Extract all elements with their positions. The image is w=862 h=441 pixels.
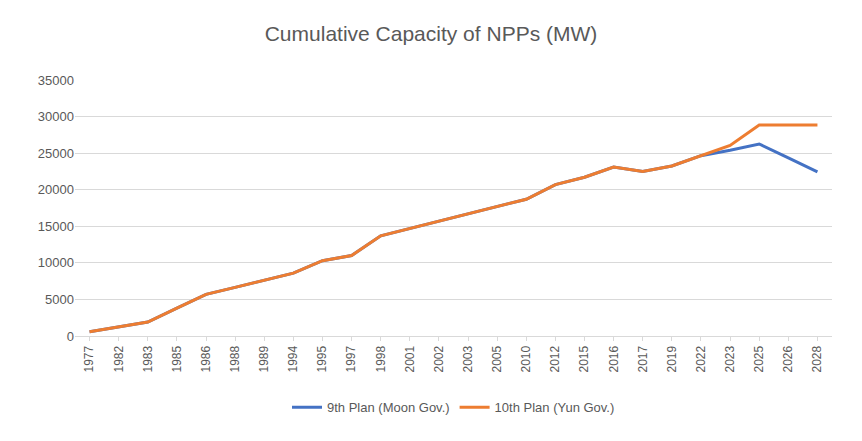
svg-text:1997: 1997 bbox=[345, 345, 359, 372]
svg-text:35000: 35000 bbox=[38, 73, 74, 88]
svg-text:1994: 1994 bbox=[286, 345, 300, 372]
svg-text:2003: 2003 bbox=[461, 345, 475, 372]
svg-text:1977: 1977 bbox=[82, 345, 96, 372]
svg-text:2016: 2016 bbox=[607, 345, 621, 372]
svg-text:15000: 15000 bbox=[38, 219, 74, 234]
svg-text:1989: 1989 bbox=[257, 345, 271, 372]
svg-text:2023: 2023 bbox=[723, 345, 737, 372]
svg-text:2010: 2010 bbox=[519, 345, 533, 372]
svg-text:9th Plan (Moon Gov.): 9th Plan (Moon Gov.) bbox=[327, 400, 450, 415]
svg-text:2001: 2001 bbox=[403, 345, 417, 372]
svg-text:2019: 2019 bbox=[665, 345, 679, 372]
svg-text:2022: 2022 bbox=[694, 345, 708, 372]
svg-text:2025: 2025 bbox=[752, 345, 766, 372]
svg-text:1982: 1982 bbox=[112, 345, 126, 372]
svg-text:20000: 20000 bbox=[38, 182, 74, 197]
svg-text:10th Plan (Yun Gov.): 10th Plan (Yun Gov.) bbox=[495, 400, 615, 415]
svg-text:10000: 10000 bbox=[38, 255, 74, 270]
svg-text:1983: 1983 bbox=[141, 345, 155, 372]
svg-text:5000: 5000 bbox=[45, 292, 74, 307]
svg-text:30000: 30000 bbox=[38, 109, 74, 124]
svg-text:2026: 2026 bbox=[781, 345, 795, 372]
svg-text:2005: 2005 bbox=[490, 345, 504, 372]
svg-text:1998: 1998 bbox=[374, 345, 388, 372]
svg-text:2012: 2012 bbox=[548, 345, 562, 372]
svg-text:1988: 1988 bbox=[228, 345, 242, 372]
svg-text:1995: 1995 bbox=[315, 345, 329, 372]
svg-text:2017: 2017 bbox=[636, 345, 650, 372]
svg-text:2015: 2015 bbox=[577, 345, 591, 372]
svg-text:25000: 25000 bbox=[38, 146, 74, 161]
svg-text:1986: 1986 bbox=[199, 345, 213, 372]
svg-text:2002: 2002 bbox=[432, 345, 446, 372]
svg-text:2028: 2028 bbox=[810, 345, 824, 372]
svg-text:1985: 1985 bbox=[170, 345, 184, 372]
svg-text:0: 0 bbox=[67, 329, 74, 344]
svg-text:Cumulative Capacity of NPPs (M: Cumulative Capacity of NPPs (MW) bbox=[265, 22, 598, 45]
